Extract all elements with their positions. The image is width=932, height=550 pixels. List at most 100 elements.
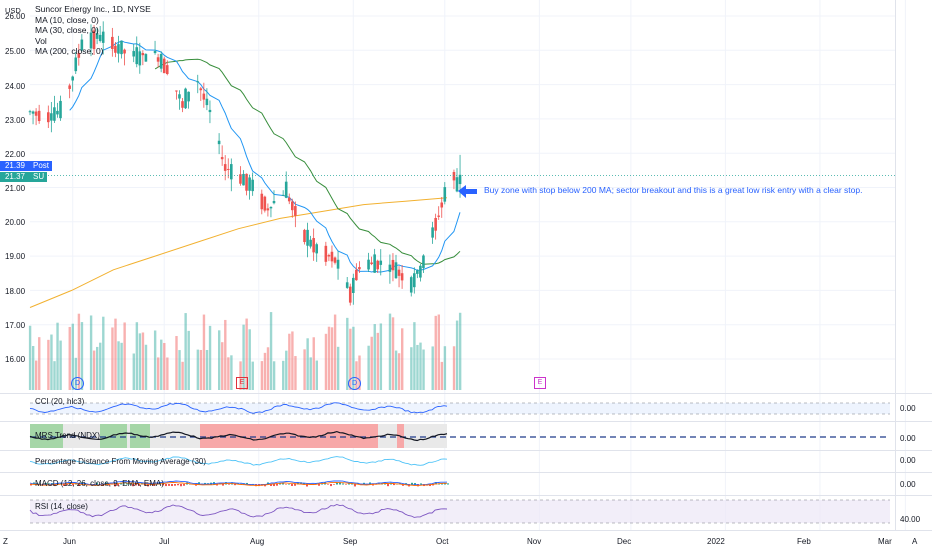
macd-hist: [447, 483, 449, 485]
time-label: Feb: [797, 537, 811, 546]
volume-bar: [80, 322, 84, 390]
macd-hist: [435, 482, 437, 485]
time-label: Aug: [250, 537, 265, 546]
dividend-marker[interactable]: D: [71, 377, 84, 390]
volume-bar: [89, 315, 93, 390]
candle-body: [196, 81, 200, 83]
candle-body: [98, 34, 102, 41]
candle-body: [59, 100, 62, 119]
cci-band: [30, 403, 890, 414]
macd-hist: [72, 484, 74, 486]
volume-bar: [114, 318, 117, 390]
macd-hist: [228, 484, 230, 485]
volume-bar: [306, 338, 309, 390]
time-label: 2022: [707, 537, 725, 546]
candle-body: [208, 109, 212, 113]
study-ma10[interactable]: MA (10, close, 0): [35, 14, 99, 25]
candle-body: [80, 39, 84, 51]
volume-bar: [227, 357, 230, 390]
candle-body: [230, 164, 233, 180]
macd-pane-label[interactable]: MACD (12, 26, close, 9, EMA, EMA): [35, 479, 164, 488]
macd-hist: [267, 482, 269, 485]
candle-body: [223, 164, 227, 171]
ma10-line: [69, 40, 461, 273]
volume-bar: [324, 333, 328, 390]
macd-hist: [123, 483, 125, 485]
macd-hist: [285, 484, 287, 485]
pct-pane-label[interactable]: Percentage Distance From Moving Average …: [35, 457, 207, 466]
volume-bar: [163, 342, 166, 390]
candle-body: [77, 52, 81, 58]
volume-bar: [315, 360, 318, 390]
volume-bar: [443, 346, 447, 390]
volume-bar: [31, 346, 35, 390]
volume-bar: [358, 355, 361, 390]
candle-body: [175, 90, 178, 92]
rsi-pane-label[interactable]: RSI (14, close): [35, 502, 88, 511]
candle-body: [181, 101, 184, 108]
volume-bar: [153, 330, 157, 390]
volume-bar: [202, 314, 206, 390]
candle-body: [373, 254, 376, 273]
study-ma200[interactable]: MA (200, close, 0): [35, 46, 104, 56]
candle-body: [440, 202, 444, 208]
macd-hist: [420, 483, 422, 485]
macd-hist: [327, 484, 329, 485]
volume-bar: [269, 312, 273, 390]
candle-body: [178, 94, 181, 99]
candle-body: [455, 177, 459, 192]
candle-body: [358, 267, 361, 270]
price-label: 21.00: [5, 184, 26, 193]
cci-pane-label[interactable]: CCI (20, hlc3): [35, 397, 85, 406]
mrs-zone: [100, 424, 127, 448]
candle-body: [248, 177, 251, 191]
macd-hist: [66, 484, 68, 485]
candle-body: [287, 197, 291, 202]
macd-hist: [246, 482, 248, 485]
candle-body: [294, 206, 297, 216]
auto-scale-button[interactable]: A: [912, 537, 918, 546]
macd-hist: [117, 484, 119, 486]
candle-body: [367, 259, 370, 270]
candle-body: [220, 157, 224, 160]
symbol-title[interactable]: Suncor Energy Inc., 1D, NYSE: [35, 4, 151, 14]
volume-bar: [208, 325, 212, 390]
candle-body: [162, 58, 166, 74]
macd-hist: [294, 484, 296, 486]
candle-body: [153, 51, 157, 54]
study-vol[interactable]: Vol: [35, 35, 47, 46]
macd-hist: [126, 483, 128, 485]
candle-body: [205, 98, 209, 106]
zoom-reset-button[interactable]: Z: [3, 537, 8, 546]
candle-body: [34, 111, 38, 116]
macd-hist: [198, 482, 200, 485]
candle-body: [101, 31, 105, 43]
earnings-marker[interactable]: E: [236, 377, 248, 389]
price-label: 24.00: [5, 82, 26, 91]
volume-bar: [71, 323, 74, 390]
volume-bar: [434, 315, 437, 390]
macd-hist: [120, 482, 122, 485]
volume-bar: [59, 340, 62, 390]
candle-body: [391, 259, 395, 271]
dividend-marker[interactable]: D: [348, 377, 361, 390]
study-ma30[interactable]: MA (30, close, 0): [35, 25, 99, 35]
volume-bar: [370, 336, 373, 390]
volume-bar: [187, 330, 190, 390]
price-label: 22.00: [5, 150, 26, 159]
macd-hist: [60, 482, 62, 485]
candle-body: [138, 51, 142, 66]
macd-hist: [414, 483, 416, 485]
macd-hist: [108, 484, 110, 486]
volume-bar: [333, 314, 337, 390]
candle-body: [135, 47, 139, 65]
earnings-marker-upcoming[interactable]: E: [534, 377, 546, 389]
volume-bar: [50, 334, 53, 390]
macd-hist: [234, 484, 236, 486]
cci-value: 0.00: [900, 404, 916, 413]
price-label: 17.00: [5, 321, 26, 330]
volume-bar: [330, 327, 334, 390]
mrs-pane-label[interactable]: MRS Trend (NDX): [35, 431, 100, 440]
volume-bar: [141, 332, 145, 390]
